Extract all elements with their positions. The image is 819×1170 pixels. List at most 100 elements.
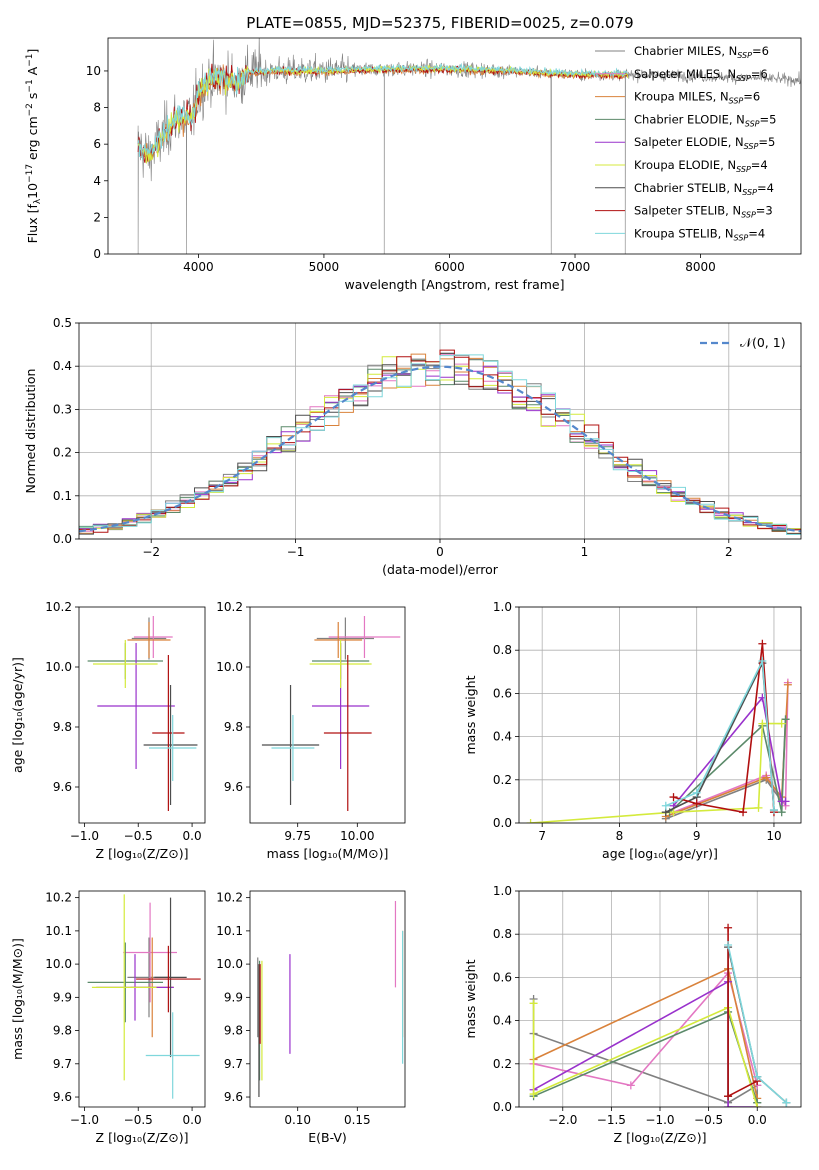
y-tick-label: 0.0 bbox=[493, 1100, 512, 1114]
y-tick-label: 0.2 bbox=[493, 773, 512, 787]
x-tick-label: 2 bbox=[725, 545, 733, 559]
y-tick-label: 10.0 bbox=[216, 957, 243, 971]
y-tick-label: 0 bbox=[93, 247, 101, 261]
y-axis-label-part: Flux [f bbox=[25, 204, 40, 244]
x-tick-label: 0 bbox=[436, 545, 444, 559]
gaussian-line bbox=[79, 365, 801, 533]
legend-label-name: Chabrier MILES, N bbox=[634, 44, 737, 58]
legend-label: 𝒩(0, 1) bbox=[740, 335, 786, 350]
weight-marker bbox=[758, 657, 767, 665]
y-tick-label: 10.0 bbox=[45, 660, 72, 674]
plot-area-age-weight bbox=[526, 639, 792, 823]
y-axis-label-part: A bbox=[25, 66, 40, 79]
axes-frame bbox=[107, 37, 802, 255]
legend-label-sub: SSP bbox=[736, 74, 751, 83]
x-tick-label: −1.0 bbox=[645, 1113, 674, 1127]
legend-label-sub: SSP bbox=[742, 188, 757, 197]
legend-label-name: Salpeter MILES, N bbox=[634, 67, 736, 81]
legend-label: Kroupa STELIB, NSSP=4 bbox=[634, 226, 765, 242]
legend-label-sub: SSP bbox=[734, 233, 749, 242]
legend-label-count: =4 bbox=[751, 158, 768, 172]
weight-marker bbox=[669, 808, 678, 817]
weight-marker bbox=[781, 797, 790, 806]
axes-age-weight: 7 8 9 10 0.0 0.2 0.4 0.6 0.8 1.0 age [log₁₀(age/yr… bbox=[463, 600, 802, 861]
weight-marker bbox=[753, 1072, 762, 1081]
plot-area-spectrum bbox=[137, 38, 801, 254]
weight-marker bbox=[758, 639, 767, 648]
x-tick-label: 9.75 bbox=[284, 829, 311, 843]
x-tick-label: −1.5 bbox=[597, 1113, 626, 1127]
legend-label: Chabrier STELIB, NSSP=4 bbox=[634, 181, 774, 197]
legend-label-name: Chabrier STELIB, N bbox=[634, 181, 742, 195]
x-axis-label: mass [log₁₀(M/M⊙)] bbox=[267, 846, 389, 861]
y-tick-label: 0.3 bbox=[53, 402, 72, 416]
weight-marker bbox=[777, 719, 786, 728]
plot-area-z-age bbox=[87, 616, 198, 811]
y-tick-label: 9.6 bbox=[224, 780, 243, 794]
axes-z-mass: −1.0 −0.5 0.0 9.6 9.7 9.8 9.9 10.0 10.1 10.2 Z [lo… bbox=[10, 890, 206, 1145]
legend-label-count: =4 bbox=[748, 226, 765, 240]
y-tick-label: 10.1 bbox=[45, 924, 72, 938]
y-axis-label: mass weight bbox=[463, 675, 478, 754]
x-axis-label: (data-model)/error bbox=[382, 562, 499, 577]
x-axis-label: Z [log₁₀(Z/Z⊙)] bbox=[614, 1130, 707, 1145]
x-tick-label: −1.0 bbox=[70, 829, 99, 843]
legend-label-count: =5 bbox=[758, 135, 775, 149]
axes-z-age: −1.0 −0.5 0.0 9.6 9.8 10.0 10.2 Z [log₁₀(Z/Z⊙)]… bbox=[10, 600, 206, 861]
x-tick-label: 1 bbox=[581, 545, 589, 559]
figure-title: PLATE=0855, MJD=52375, FIBERID=0025, z=0… bbox=[246, 14, 633, 32]
weight-marker bbox=[739, 808, 748, 817]
y-axis-label-part: erg cm bbox=[25, 116, 40, 164]
weight-marker bbox=[777, 808, 786, 817]
weight-marker bbox=[529, 1090, 538, 1099]
y-axis-label: mass weight bbox=[463, 959, 478, 1038]
x-tick-label: 5000 bbox=[309, 260, 340, 274]
y-axis-label: age [log₁₀(age/yr)] bbox=[10, 657, 25, 773]
axes-frame bbox=[78, 606, 206, 824]
legend-label-sub: SSP bbox=[736, 165, 751, 174]
y-tick-label: 9.6 bbox=[53, 780, 72, 794]
y-tick-label: 10.2 bbox=[216, 600, 243, 614]
y-tick-label: 0.0 bbox=[493, 816, 512, 830]
y-tick-label: 9.8 bbox=[224, 1024, 243, 1038]
x-axis-label: Z [log₁₀(Z/Z⊙)] bbox=[96, 1130, 189, 1145]
y-tick-label: 2 bbox=[93, 210, 101, 224]
x-axis-label: wavelength [Angstrom, rest frame] bbox=[344, 277, 564, 292]
legend-label-name: Salpeter STELIB, N bbox=[634, 204, 741, 218]
y-tick-label: 0.4 bbox=[493, 730, 512, 744]
weight-marker bbox=[769, 806, 778, 815]
legend-label: Salpeter MILES, NSSP=6 bbox=[634, 67, 768, 83]
y-tick-label: 0.4 bbox=[53, 359, 72, 373]
y-axis-label: Normed distribution bbox=[23, 369, 38, 494]
legend-label-count: =5 bbox=[760, 112, 777, 126]
weight-marker bbox=[724, 1092, 733, 1101]
y-tick-label: 4 bbox=[93, 174, 101, 188]
axes-frame bbox=[249, 606, 406, 824]
y-tick-label: 6 bbox=[93, 137, 101, 151]
weight-marker bbox=[782, 1098, 791, 1107]
y-tick-label: 8 bbox=[93, 101, 101, 115]
x-tick-label: −0.5 bbox=[124, 829, 153, 843]
x-tick-label: 7000 bbox=[560, 260, 591, 274]
x-axis-label: E(B-V) bbox=[308, 1130, 347, 1145]
y-axis-label: mass [log₁₀(M/M⊙)] bbox=[10, 938, 25, 1060]
y-tick-label: 9.9 bbox=[224, 990, 243, 1004]
x-tick-label: 0.0 bbox=[748, 1113, 767, 1127]
legend-label-sub: SSP bbox=[737, 51, 752, 60]
plot-area-z-weight bbox=[529, 923, 791, 1107]
y-tick-label: 0.8 bbox=[493, 643, 512, 657]
weight-line bbox=[532, 1003, 758, 1107]
y-tick-label: 0.6 bbox=[493, 686, 512, 700]
weight-marker bbox=[753, 1103, 762, 1107]
x-tick-label: 7 bbox=[538, 829, 546, 843]
histogram-step-kroupa-stelib bbox=[79, 354, 801, 535]
x-tick-label: −1 bbox=[287, 545, 305, 559]
y-tick-label: 10.2 bbox=[45, 600, 72, 614]
axes-frame bbox=[78, 322, 802, 540]
x-tick-label: 8000 bbox=[685, 260, 716, 274]
legend-label-count: =3 bbox=[756, 204, 773, 218]
x-tick-label: 9 bbox=[693, 829, 701, 843]
weight-marker bbox=[724, 1103, 733, 1107]
